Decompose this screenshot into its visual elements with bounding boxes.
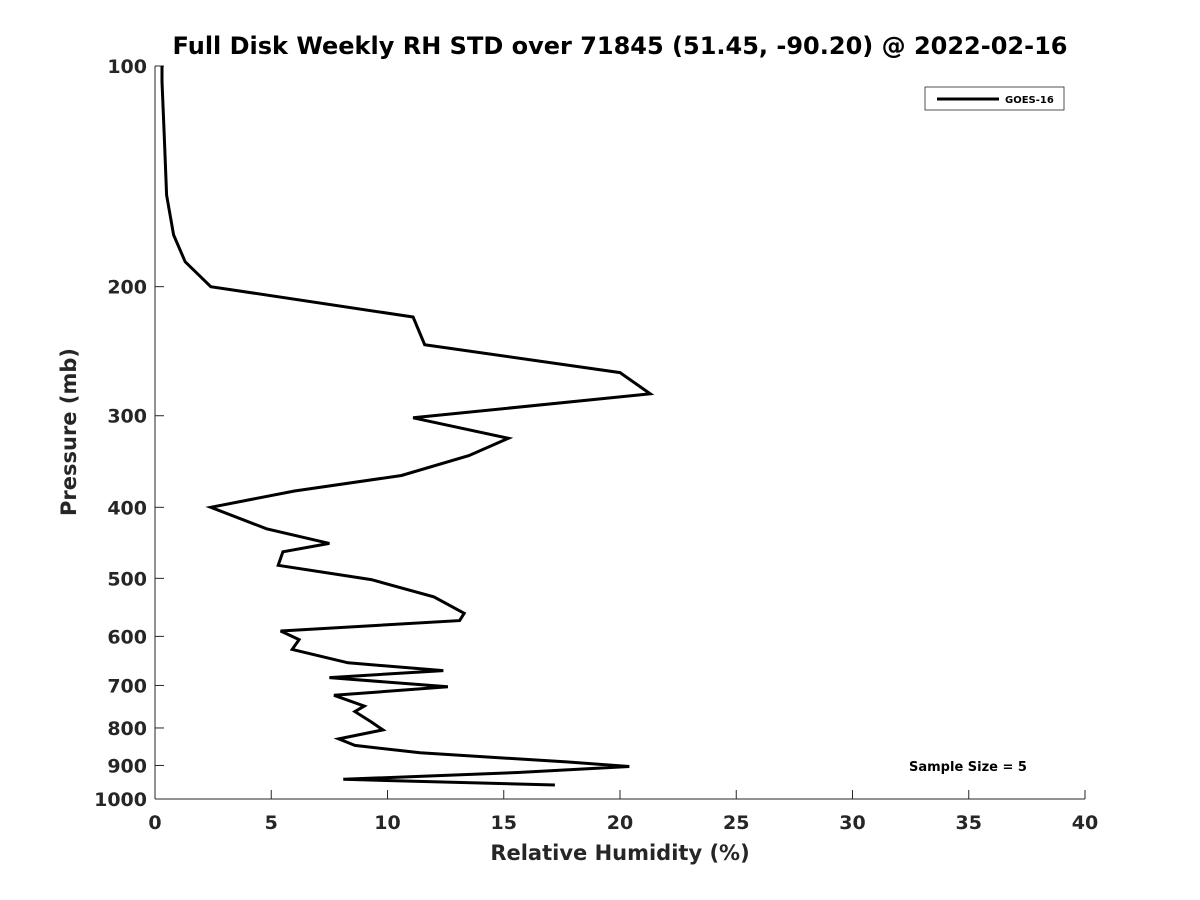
x-tick-label: 35 [956, 812, 982, 834]
x-tick-label: 20 [607, 812, 633, 834]
y-tick-label: 700 [107, 675, 147, 697]
y-tick-label: 300 [107, 406, 147, 428]
legend: GOES-16 [924, 86, 1065, 111]
y-tick-label: 500 [107, 568, 147, 590]
x-tick-label: 15 [491, 812, 517, 834]
y-tick-label: 1000 [94, 789, 147, 811]
y-ticks: 100 200 300 400 500 600 700 800 900 1000 [94, 56, 164, 811]
series-layer [160, 66, 655, 787]
x-tick-label: 30 [839, 812, 865, 834]
y-tick-label: 900 [107, 755, 147, 777]
y-tick-label: 100 [107, 56, 147, 78]
plot-area: 0 5 10 15 20 25 30 35 40 100 200 300 400 500 600 700 80… [94, 56, 1098, 834]
series-line-goes-16 [160, 66, 655, 787]
y-tick-label: 600 [107, 626, 147, 648]
chart-title: Full Disk Weekly RH STD over 71845 (51.4… [173, 32, 1068, 60]
x-tick-label: 5 [265, 812, 278, 834]
x-ticks: 0 5 10 15 20 25 30 35 40 [148, 790, 1098, 834]
x-axis-label: Relative Humidity (%) [490, 841, 749, 865]
x-tick-label: 0 [148, 812, 161, 834]
x-tick-label: 25 [723, 812, 749, 834]
sample-size-annotation: Sample Size = 5 [909, 760, 1027, 775]
y-tick-label: 200 [107, 277, 147, 299]
x-tick-label: 10 [374, 812, 400, 834]
x-tick-label: 40 [1072, 812, 1098, 834]
y-tick-label: 800 [107, 718, 147, 740]
legend-label-goes-16: GOES-16 [1005, 95, 1054, 106]
y-tick-label: 400 [107, 497, 147, 519]
y-axis-label: Pressure (mb) [57, 348, 81, 516]
